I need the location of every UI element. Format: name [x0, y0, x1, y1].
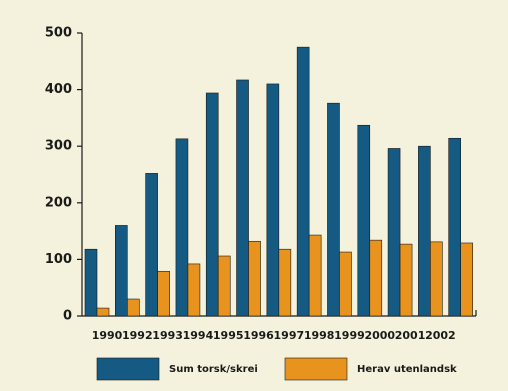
x-tick-label: 1996	[243, 329, 274, 342]
legend-swatch	[96, 357, 160, 381]
x-tick-label: 2001	[395, 329, 426, 342]
bar	[418, 145, 431, 317]
bar	[430, 241, 443, 317]
bar	[278, 248, 292, 317]
bar	[339, 251, 352, 317]
bar	[266, 83, 280, 317]
bar	[448, 137, 461, 317]
x-tick-label: 1995	[213, 329, 244, 342]
bar	[217, 255, 231, 317]
bar	[157, 270, 170, 317]
bar	[399, 243, 413, 317]
legend-label: Herav utenlandsk	[357, 364, 457, 375]
x-tick-label: 1993	[152, 329, 183, 342]
y-tick-label: 500	[45, 26, 72, 41]
bar	[369, 239, 383, 317]
x-tick-label: 1990	[92, 329, 123, 342]
y-tick-label: 200	[45, 195, 72, 210]
bar	[205, 92, 219, 317]
bar	[460, 242, 473, 317]
bar	[308, 234, 322, 317]
bar	[96, 307, 110, 317]
bar	[248, 240, 261, 317]
bar	[187, 263, 201, 317]
legend-swatch	[284, 357, 348, 381]
bar	[127, 298, 140, 317]
x-tick-label: 1999	[334, 329, 365, 342]
y-tick-label: 0	[63, 309, 72, 324]
bar	[145, 173, 158, 317]
bar	[327, 102, 340, 317]
y-tick-label: 300	[45, 139, 72, 154]
x-tick-label: 1997	[274, 329, 305, 342]
bar	[296, 46, 310, 317]
x-tick-label: 2002	[425, 329, 456, 342]
bar	[84, 248, 98, 317]
y-tick-label: 100	[45, 252, 72, 267]
bar	[175, 138, 189, 317]
x-tick-label: 1998	[304, 329, 335, 342]
bar	[357, 124, 371, 317]
x-tick-label: 1994	[183, 329, 214, 342]
bar	[115, 225, 128, 317]
legend-label: Sum torsk/skrei	[169, 364, 258, 375]
bar	[387, 148, 401, 317]
y-tick-label: 400	[45, 82, 72, 97]
x-tick-label: 2000	[364, 329, 395, 342]
x-tick-label: 1992	[122, 329, 153, 342]
bar	[236, 79, 249, 317]
